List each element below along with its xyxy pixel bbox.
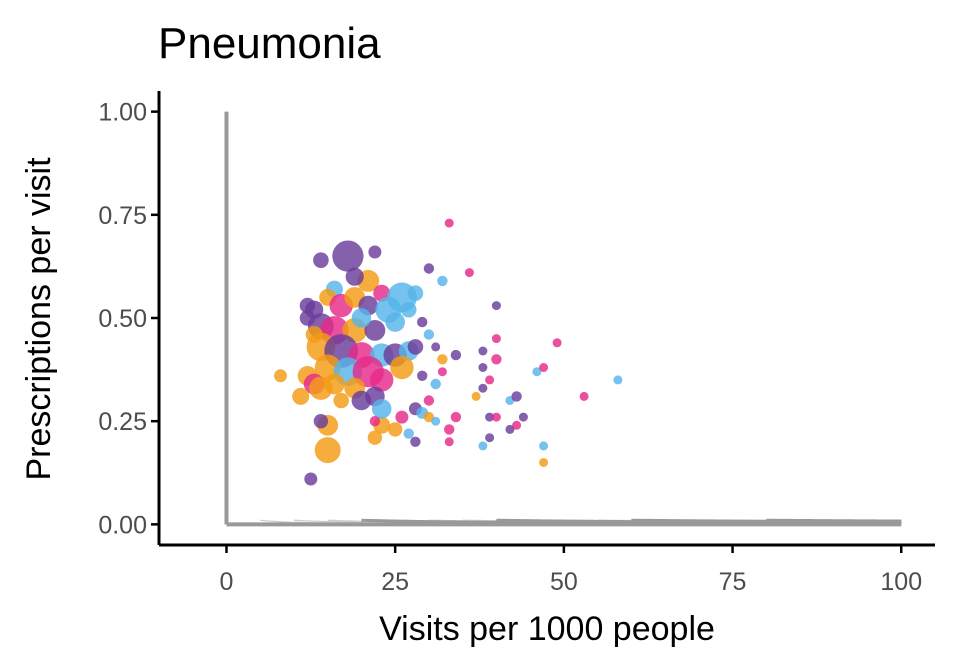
- data-point: [539, 458, 549, 467]
- data-point: [410, 436, 421, 447]
- data-point: [478, 383, 488, 393]
- data-point: [511, 391, 522, 402]
- data-point: [485, 375, 495, 385]
- data-point: [417, 316, 428, 328]
- data-point: [464, 268, 474, 278]
- data-point: [478, 363, 488, 372]
- data-point: [423, 329, 435, 340]
- data-point: [371, 399, 392, 419]
- data-point: [332, 240, 364, 272]
- data-point: [299, 297, 316, 314]
- data-point: [532, 367, 542, 377]
- y-tick-label: 0.75: [98, 202, 147, 230]
- data-point: [444, 437, 454, 447]
- x-tick-label: 75: [719, 568, 747, 596]
- reference-lines: [224, 111, 902, 527]
- data-point: [388, 422, 403, 437]
- y-tick-label: 0.50: [98, 305, 147, 333]
- data-point: [423, 263, 435, 274]
- data-point: [437, 354, 448, 365]
- data-point: [485, 433, 495, 443]
- x-tick-label: 100: [880, 568, 922, 596]
- x-tick-label: 0: [220, 568, 234, 596]
- data-point: [367, 430, 383, 445]
- data-point: [299, 310, 316, 326]
- y-tick-label: 0.25: [98, 408, 147, 436]
- data-point: [351, 390, 372, 411]
- data-point: [450, 411, 462, 423]
- data-point: [579, 391, 589, 401]
- data-point: [369, 416, 381, 427]
- x-tick-label: 25: [381, 568, 409, 596]
- y-axis-title: Prescriptions per visit: [20, 157, 58, 481]
- data-point: [324, 373, 345, 395]
- x-tick-label: 50: [550, 568, 578, 596]
- data-point: [390, 355, 414, 380]
- data-point: [345, 267, 364, 286]
- data-point: [437, 275, 448, 287]
- data-point: [313, 414, 329, 429]
- data-point: [364, 320, 386, 341]
- data-point: [292, 387, 310, 405]
- data-point: [478, 346, 488, 356]
- data-point: [417, 370, 428, 381]
- data-point: [539, 441, 549, 451]
- data-point: [437, 367, 447, 377]
- data-point: [518, 412, 528, 422]
- data-point: [423, 395, 435, 406]
- data-point: [351, 308, 372, 328]
- data-point: [505, 424, 515, 434]
- y-axis-ticks: 0.00 0.25 0.50 0.75 1.00: [98, 99, 159, 539]
- data-point: [512, 420, 522, 430]
- data-point: [370, 368, 394, 392]
- data-point: [450, 349, 462, 361]
- data-point: [431, 342, 441, 352]
- data-point: [491, 412, 501, 422]
- data-point: [400, 301, 417, 318]
- y-tick-label: 0.00: [98, 511, 147, 539]
- data-point: [333, 392, 350, 409]
- data-point: [444, 218, 454, 228]
- x-axis-title: Visits per 1000 people: [379, 610, 715, 648]
- data-point: [471, 391, 481, 401]
- y-tick-label: 1.00: [98, 99, 147, 127]
- data-point: [491, 301, 501, 311]
- data-point: [430, 378, 441, 390]
- data-point: [491, 354, 502, 365]
- data-point: [368, 245, 382, 259]
- data-point: [403, 428, 414, 439]
- data-point: [314, 437, 341, 464]
- data-point: [485, 412, 495, 422]
- data-point: [539, 363, 549, 372]
- data-point: [431, 416, 441, 426]
- data-point: [395, 410, 409, 424]
- data-point: [313, 252, 329, 268]
- data-point: [274, 369, 287, 383]
- data-point: [407, 285, 424, 302]
- x-axis-ticks: 0 25 50 75 100: [220, 545, 922, 596]
- axes: [157, 91, 935, 547]
- data-point: [385, 312, 406, 332]
- data-point: [491, 334, 501, 344]
- data-point: [407, 339, 424, 355]
- data-point: [444, 424, 455, 435]
- data-point: [613, 375, 623, 385]
- data-point: [478, 441, 488, 451]
- data-point: [304, 472, 318, 486]
- chart-title: Pneumonia: [158, 19, 381, 68]
- reference-curve-dark: [766, 518, 902, 523]
- data-point: [552, 338, 562, 348]
- data-points: [274, 218, 623, 486]
